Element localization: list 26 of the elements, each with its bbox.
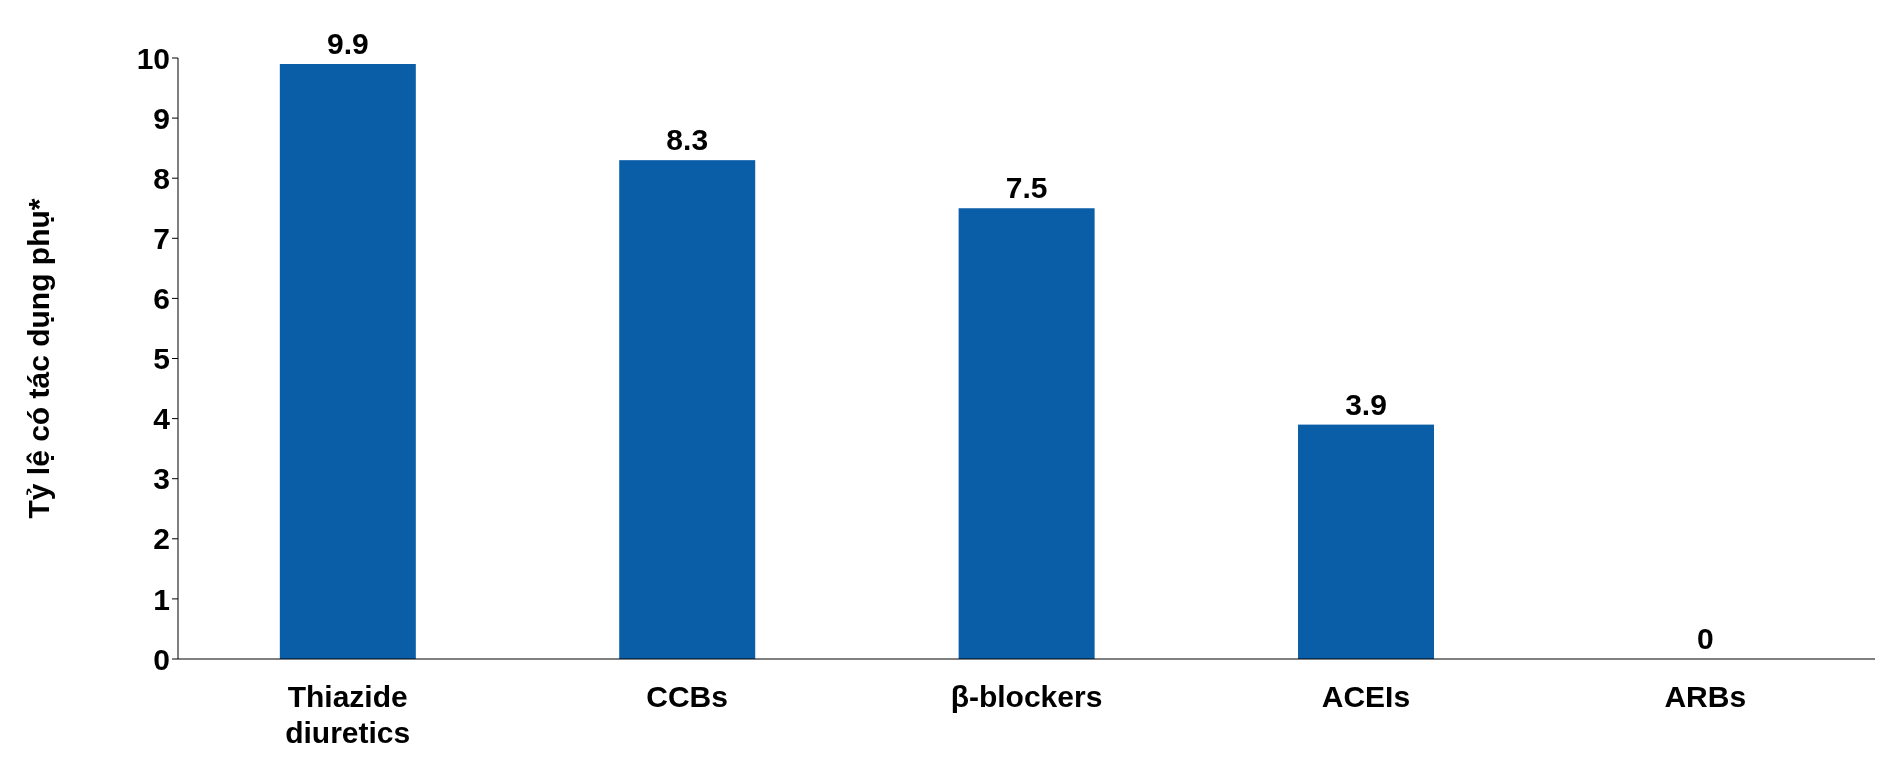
- y-tick-label: 10: [136, 41, 170, 75]
- bar: [958, 208, 1095, 659]
- data-label: 3.9: [1345, 387, 1387, 421]
- y-tick-label: 8: [153, 161, 170, 195]
- y-tick-label: 0: [153, 642, 170, 676]
- data-label: 8.3: [666, 123, 709, 157]
- bar: [619, 160, 756, 659]
- x-tick-label: ACEIs: [1321, 680, 1411, 713]
- y-tick-label: 7: [153, 221, 170, 255]
- y-tick-label: 4: [153, 402, 171, 436]
- data-label: 9.9: [326, 27, 369, 61]
- x-tick-label: β-blockers: [950, 680, 1103, 713]
- y-tick-label: 5: [153, 342, 170, 376]
- bar: [279, 64, 416, 659]
- y-tick-label: 9: [153, 101, 170, 135]
- data-label: 7.5: [1005, 171, 1048, 205]
- x-tick-label: ARBs: [1664, 680, 1747, 713]
- y-tick-label: 1: [153, 582, 170, 616]
- bar: [1298, 424, 1435, 659]
- data-label: 0: [1697, 622, 1714, 655]
- y-axis-title: Tỷ lệ có tác dụng phụ*: [21, 198, 55, 519]
- x-tick-label: CCBs: [646, 680, 728, 713]
- y-tick-label: 3: [153, 462, 170, 496]
- y-tick-label: 2: [153, 522, 170, 556]
- y-tick-label: 6: [153, 282, 170, 316]
- x-tick-label: Thiazide diuretics: [285, 680, 411, 749]
